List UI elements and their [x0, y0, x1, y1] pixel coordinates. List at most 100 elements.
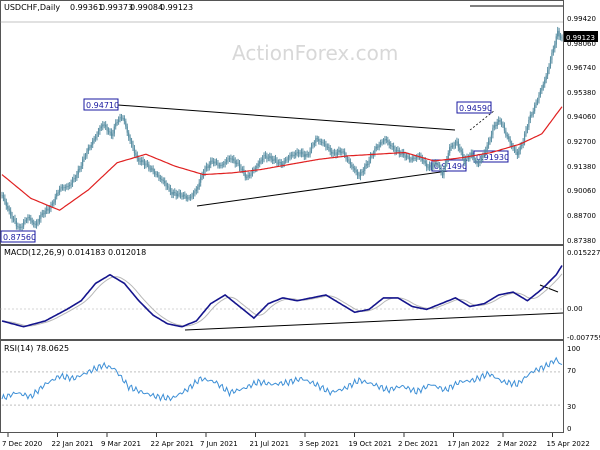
- candle-body: [250, 173, 252, 176]
- candle-body: [397, 149, 399, 151]
- candle-body: [148, 164, 150, 169]
- watermark: ActionForex.com: [232, 41, 398, 65]
- candle-body: [263, 154, 265, 159]
- candle-body: [273, 158, 275, 161]
- candle-body: [541, 87, 543, 91]
- candle-body: [63, 187, 65, 189]
- candle-body: [274, 158, 277, 161]
- candle-body: [30, 217, 32, 221]
- last-price-label: 0.99123: [566, 34, 595, 42]
- candle-body: [318, 139, 320, 142]
- ohlc-open: 0.99361: [70, 3, 103, 12]
- candle-body: [142, 160, 144, 163]
- candle-body: [549, 59, 552, 66]
- price-panel: [0, 0, 564, 245]
- candle-body: [208, 164, 210, 168]
- candle-body: [493, 125, 495, 128]
- candle-body: [339, 150, 341, 153]
- candle-body: [299, 153, 301, 155]
- candle-body: [94, 136, 97, 139]
- candle-body: [395, 149, 398, 152]
- candle-body: [467, 157, 470, 159]
- candle-body: [479, 160, 481, 163]
- ytick-macd: -0.007759: [567, 334, 600, 342]
- ohlc-low: 0.99084: [130, 3, 163, 12]
- candle-body: [14, 218, 16, 221]
- candle-body: [168, 187, 170, 189]
- candle-body: [138, 158, 140, 162]
- candle-body: [331, 151, 333, 154]
- candle-body: [487, 141, 490, 146]
- ytick-price: 0.91380: [567, 163, 596, 171]
- candle-body: [545, 75, 547, 80]
- candle-body: [132, 144, 134, 149]
- candle-body: [306, 154, 308, 156]
- candle-body: [282, 163, 284, 166]
- candle-body: [10, 210, 12, 216]
- candle-body: [48, 208, 51, 211]
- candle-body: [345, 155, 347, 159]
- candle-body: [128, 132, 130, 138]
- candle-body: [66, 186, 68, 188]
- xtick-label: 15 Apr 2022: [547, 440, 590, 448]
- candle-body: [249, 174, 251, 176]
- candle-body: [349, 161, 351, 165]
- candle-body: [434, 162, 436, 164]
- macd-divergence-line: [539, 284, 559, 293]
- candle-body: [112, 133, 114, 136]
- candle-body: [38, 218, 41, 222]
- xtick-label: 3 Sep 2021: [299, 440, 339, 448]
- candle-body: [319, 141, 321, 142]
- candle-body: [31, 220, 33, 223]
- candle-body: [407, 155, 409, 157]
- candle-body: [505, 130, 507, 136]
- candle-body: [21, 226, 23, 228]
- candle-body: [92, 140, 94, 145]
- candle-body: [342, 151, 344, 153]
- candle-body: [269, 156, 271, 158]
- candle-body: [351, 164, 353, 167]
- candle-body: [175, 192, 177, 197]
- candle-body: [247, 174, 249, 178]
- candle-body: [414, 158, 416, 159]
- candle-body: [528, 119, 530, 128]
- candle-body: [462, 151, 464, 158]
- bottom-annotation-box: [0, 230, 36, 243]
- candle-body: [485, 150, 487, 153]
- candle-body: [211, 160, 213, 162]
- last-price-tag: [564, 31, 598, 42]
- upper-trendline: [117, 104, 456, 131]
- candle-body: [326, 146, 328, 148]
- candle-body: [284, 159, 287, 161]
- candle-body: [436, 163, 438, 165]
- candle-body: [369, 155, 372, 161]
- candle-body: [296, 152, 298, 154]
- ytick-price: 0.88700: [567, 212, 596, 220]
- candle-body: [201, 175, 203, 178]
- ytick-macd: 0.00: [567, 305, 583, 313]
- candle-body: [547, 70, 549, 76]
- candle-body: [187, 197, 189, 199]
- candle-body: [538, 94, 540, 101]
- candle-body: [509, 139, 511, 144]
- candle-body: [426, 163, 428, 168]
- candle-body: [129, 137, 131, 141]
- ytick-price: 0.98060: [567, 40, 596, 48]
- candle-body: [47, 208, 49, 211]
- candle-body: [544, 79, 546, 85]
- candle-body: [531, 114, 533, 116]
- candle-body: [218, 165, 220, 167]
- candle-body: [109, 131, 111, 133]
- candle-body: [302, 151, 304, 155]
- xtick-label: 17 Jan 2022: [448, 440, 490, 448]
- candle-body: [237, 162, 239, 164]
- xtick-label: 19 Oct 2021: [349, 440, 392, 448]
- candle-body: [475, 160, 477, 162]
- candle-body: [194, 191, 196, 194]
- candle-body: [277, 162, 280, 164]
- candle-body: [77, 169, 79, 175]
- candle-body: [204, 168, 206, 173]
- low-annotation-2: 0.91930: [476, 153, 509, 162]
- candle-body: [64, 187, 66, 188]
